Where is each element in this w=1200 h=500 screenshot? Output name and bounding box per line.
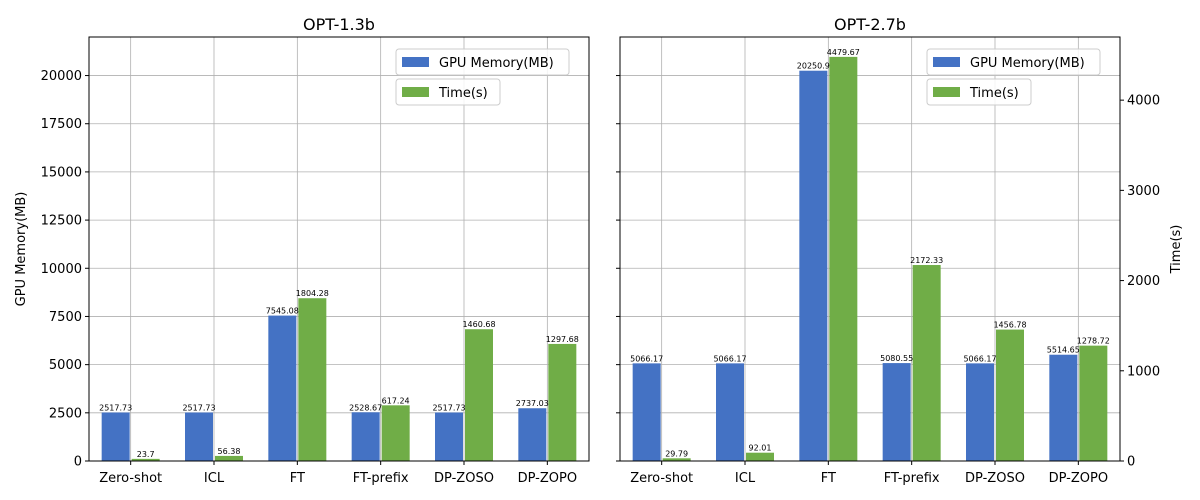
bar-gpu-memory <box>966 363 994 461</box>
bar-time <box>381 405 410 461</box>
data-label-time: 1297.68 <box>546 335 579 344</box>
plot-frame <box>619 36 1121 462</box>
legend-time: Time(s) <box>395 78 501 106</box>
legend-gpu-memory: GPU Memory(MB) <box>926 48 1101 76</box>
y-tick-label-left: 5000 <box>49 358 82 373</box>
y-axis-label-left: GPU Memory(MB) <box>14 192 29 307</box>
data-label-time: 56.38 <box>218 447 241 456</box>
legend-time: Time(s) <box>926 78 1032 106</box>
bar-gpu-memory <box>518 408 547 461</box>
y-tick-label-right: 0 <box>1127 455 1135 470</box>
data-label-gpu-memory: 2517.73 <box>182 403 215 412</box>
chart-title: OPT-1.3b <box>303 15 375 34</box>
data-label-time: 1460.68 <box>462 320 495 329</box>
data-label-gpu-memory: 2528.67 <box>349 403 382 412</box>
data-label-gpu-memory: 2737.03 <box>516 399 549 408</box>
data-label-time: 1804.28 <box>296 289 329 298</box>
y-tick-label-left: 2500 <box>49 406 82 421</box>
chart-panel-1: 2517.73 23.7 2517.73 56.38 7545.08 1804.28 252… <box>14 15 590 486</box>
legend-gpu-memory: GPU Memory(MB) <box>395 48 570 76</box>
bar-time <box>662 458 691 461</box>
bar-gpu-memory <box>185 412 213 461</box>
x-tick-label: FT <box>821 471 836 486</box>
data-label-time: 1278.72 <box>1077 337 1110 346</box>
y-tick-label-left: 7500 <box>49 310 82 325</box>
legend-label: GPU Memory(MB) <box>439 56 554 71</box>
x-tick-label: FT-prefix <box>353 471 409 486</box>
legend-label: Time(s) <box>438 86 488 101</box>
bar-gpu-memory <box>351 412 380 461</box>
data-label-time: 4479.67 <box>827 48 860 57</box>
x-tick-label: ICL <box>204 471 225 486</box>
legend-label: GPU Memory(MB) <box>970 56 1085 71</box>
y-tick-label-left: 0 <box>74 455 82 470</box>
x-tick-label: FT-prefix <box>884 471 940 486</box>
bar-gpu-memory <box>268 315 297 461</box>
data-label-time: 92.01 <box>749 444 772 453</box>
bar-time <box>465 329 493 461</box>
x-tick-label: Zero-shot <box>630 471 693 486</box>
bar-time <box>215 455 243 461</box>
legend-label: Time(s) <box>969 86 1019 101</box>
bar-gpu-memory <box>882 363 911 461</box>
data-label-time: 617.24 <box>382 396 410 405</box>
y-tick-label-left: 15000 <box>41 165 82 180</box>
legend-swatch <box>402 57 429 67</box>
x-tick-label: DP-ZOPO <box>518 471 577 486</box>
data-label-gpu-memory: 20250.9 <box>797 62 830 71</box>
y-tick-label-left: 20000 <box>41 69 82 84</box>
legend-box <box>926 78 1032 106</box>
bar-time <box>829 56 858 461</box>
y-tick-label-left: 12500 <box>41 214 82 229</box>
data-label-time: 2172.33 <box>910 256 943 265</box>
plot-frame <box>88 36 590 462</box>
chart-title: OPT-2.7b <box>834 15 906 34</box>
y-tick-label-left: 10000 <box>41 262 82 277</box>
data-label-time: 23.7 <box>137 450 155 459</box>
legend-box <box>395 48 570 76</box>
data-label-time: 29.79 <box>665 449 688 458</box>
x-tick-label: FT <box>290 471 305 486</box>
data-label-gpu-memory: 5066.17 <box>713 354 746 363</box>
y-tick-label-right: 1000 <box>1127 364 1160 379</box>
bar-time <box>131 458 160 461</box>
y-tick-label-right: 4000 <box>1127 94 1160 109</box>
x-tick-label: ICL <box>735 471 756 486</box>
data-label-gpu-memory: 5066.17 <box>963 354 996 363</box>
y-tick-label-left: 17500 <box>41 117 82 132</box>
data-label-gpu-memory: 5066.17 <box>630 354 663 363</box>
data-label-gpu-memory: 5080.55 <box>880 354 913 363</box>
x-tick-label: DP-ZOSO <box>965 471 1025 486</box>
legend-swatch <box>402 87 429 97</box>
bar-time <box>298 298 327 461</box>
data-label-gpu-memory: 5514.65 <box>1047 346 1080 355</box>
bar-gpu-memory <box>1049 354 1078 461</box>
bar-time <box>996 329 1024 461</box>
bar-time <box>1079 345 1108 461</box>
data-label-time: 1456.78 <box>993 321 1026 330</box>
data-label-gpu-memory: 2517.73 <box>432 403 465 412</box>
bar-gpu-memory <box>632 363 661 461</box>
x-tick-label: Zero-shot <box>99 471 162 486</box>
y-axis-label-right: Time(s) <box>1169 225 1184 275</box>
bar-gpu-memory <box>799 70 828 461</box>
legend-box <box>395 78 501 106</box>
legend-box <box>926 48 1101 76</box>
data-label-gpu-memory: 7545.08 <box>266 307 299 316</box>
chart-panel-2: 5066.17 29.79 5066.17 92.01 20250.9 4479.67 50… <box>616 15 1184 486</box>
y-tick-label-right: 2000 <box>1127 274 1160 289</box>
y-tick-label-right: 3000 <box>1127 184 1160 199</box>
data-label-gpu-memory: 2517.73 <box>99 403 132 412</box>
bar-time <box>912 265 941 461</box>
x-tick-label: DP-ZOPO <box>1049 471 1108 486</box>
bar-time <box>548 343 577 461</box>
bar-gpu-memory <box>716 363 744 461</box>
x-tick-label: DP-ZOSO <box>434 471 494 486</box>
legend-swatch <box>933 57 960 67</box>
bar-gpu-memory <box>435 412 463 461</box>
bar-time <box>746 452 774 461</box>
bar-gpu-memory <box>101 412 130 461</box>
legend-swatch <box>933 87 960 97</box>
